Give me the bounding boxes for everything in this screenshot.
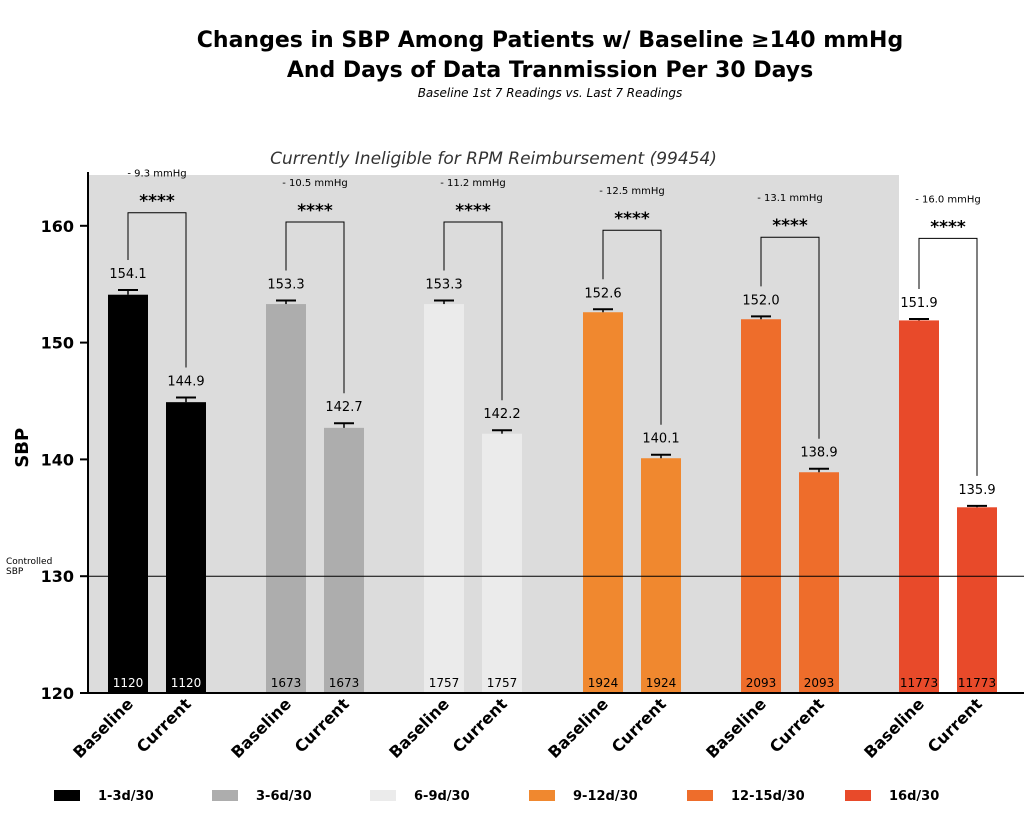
legend-label: 3-6d/30 <box>256 789 312 804</box>
y-axis-label: SBP <box>12 428 33 468</box>
y-tick-label: 120 <box>41 684 74 703</box>
significance-bracket <box>127 212 187 368</box>
x-category-label: Baseline <box>860 694 928 762</box>
x-category-label: Baseline <box>227 694 295 762</box>
y-tick-label: 160 <box>41 217 74 236</box>
current-bar <box>324 427 364 693</box>
legend-swatch <box>529 790 555 801</box>
x-category-label: Baseline <box>385 694 453 762</box>
significance-bracket <box>760 236 820 439</box>
chart-title-line2: And Days of Data Tranmission Per 30 Days <box>286 58 814 83</box>
controlled-sbp-label-line2: SBP <box>6 567 24 577</box>
sample-size-label: 1120 <box>171 676 202 690</box>
baseline-bar <box>424 304 464 693</box>
sample-size-label: 11773 <box>900 676 938 690</box>
difference-label: - 11.2 mmHg <box>440 178 506 189</box>
current-bar <box>482 433 522 693</box>
difference-label: - 9.3 mmHg <box>127 169 186 180</box>
legend-swatch <box>845 790 871 801</box>
significance-stars: **** <box>297 201 333 221</box>
bar-value-label: 151.9 <box>900 296 937 311</box>
difference-label: - 12.5 mmHg <box>599 186 665 197</box>
significance-bracket <box>918 237 978 476</box>
current-bar <box>799 472 839 693</box>
y-tick-label: 130 <box>41 567 74 586</box>
bar-value-label: 135.9 <box>958 483 995 498</box>
baseline-bar <box>108 294 148 693</box>
current-bar <box>641 458 681 693</box>
legend-label: 16d/30 <box>889 789 939 804</box>
y-tick-label: 150 <box>41 334 74 353</box>
legend-swatch <box>687 790 713 801</box>
bar-value-label: 152.0 <box>742 293 779 308</box>
sample-size-label: 2093 <box>746 676 777 690</box>
significance-bracket <box>602 229 662 425</box>
current-bar <box>166 402 206 693</box>
sample-size-label: 1757 <box>429 676 460 690</box>
shaded-region-label: Currently Ineligible for RPM Reimburseme… <box>270 149 717 169</box>
current-bar <box>957 507 997 693</box>
x-category-label: Current <box>924 694 986 756</box>
x-category-label: Baseline <box>702 694 770 762</box>
difference-label: - 13.1 mmHg <box>757 193 823 204</box>
difference-label: - 10.5 mmHg <box>282 178 348 189</box>
significance-stars: **** <box>772 216 808 236</box>
bar-value-label: 152.6 <box>584 286 621 301</box>
baseline-bar <box>741 319 781 693</box>
difference-label: - 16.0 mmHg <box>915 194 981 205</box>
bar-value-label: 138.9 <box>800 446 837 461</box>
legend-swatch <box>370 790 396 801</box>
bar-value-label: 142.2 <box>483 407 520 422</box>
legend-label: 1-3d/30 <box>98 789 154 804</box>
sample-size-label: 1120 <box>113 676 144 690</box>
baseline-bar <box>266 304 306 693</box>
significance-stars: **** <box>455 201 491 221</box>
baseline-bar <box>583 312 623 693</box>
legend-label: 12-15d/30 <box>731 789 805 804</box>
x-category-label: Baseline <box>69 694 137 762</box>
sample-size-label: 2093 <box>804 676 835 690</box>
x-category-label: Current <box>608 694 670 756</box>
bar-value-label: 153.3 <box>425 278 462 293</box>
bar-value-label: 144.9 <box>167 374 204 389</box>
bar-value-label: 140.1 <box>642 432 679 447</box>
significance-stars: **** <box>614 209 650 229</box>
significance-stars: **** <box>139 192 175 212</box>
controlled-sbp-label-line1: Controlled <box>6 557 52 567</box>
significance-bracket <box>443 221 503 401</box>
x-category-label: Current <box>449 694 511 756</box>
x-category-label: Current <box>766 694 828 756</box>
x-category-label: Current <box>291 694 353 756</box>
legend-swatch <box>212 790 238 801</box>
sample-size-label: 1757 <box>487 676 518 690</box>
significance-bracket <box>285 221 345 394</box>
significance-stars: **** <box>930 217 966 237</box>
bar-value-label: 142.7 <box>325 400 362 415</box>
baseline-bar <box>899 320 939 693</box>
sample-size-label: 1673 <box>329 676 360 690</box>
legend-label: 6-9d/30 <box>414 789 470 804</box>
sample-size-label: 11773 <box>958 676 996 690</box>
bar-value-label: 154.1 <box>109 267 146 282</box>
bar-value-label: 153.3 <box>267 278 304 293</box>
sample-size-label: 1924 <box>646 676 677 690</box>
x-category-label: Current <box>133 694 195 756</box>
x-category-label: Baseline <box>544 694 612 762</box>
sample-size-label: 1673 <box>271 676 302 690</box>
legend-label: 9-12d/30 <box>573 789 638 804</box>
legend-swatch <box>54 790 80 801</box>
chart-subtitle: Baseline 1st 7 Readings vs. Last 7 Readi… <box>417 86 683 100</box>
chart-title-line1: Changes in SBP Among Patients w/ Baselin… <box>196 28 904 53</box>
y-tick-label: 140 <box>41 450 74 469</box>
sample-size-label: 1924 <box>588 676 619 690</box>
